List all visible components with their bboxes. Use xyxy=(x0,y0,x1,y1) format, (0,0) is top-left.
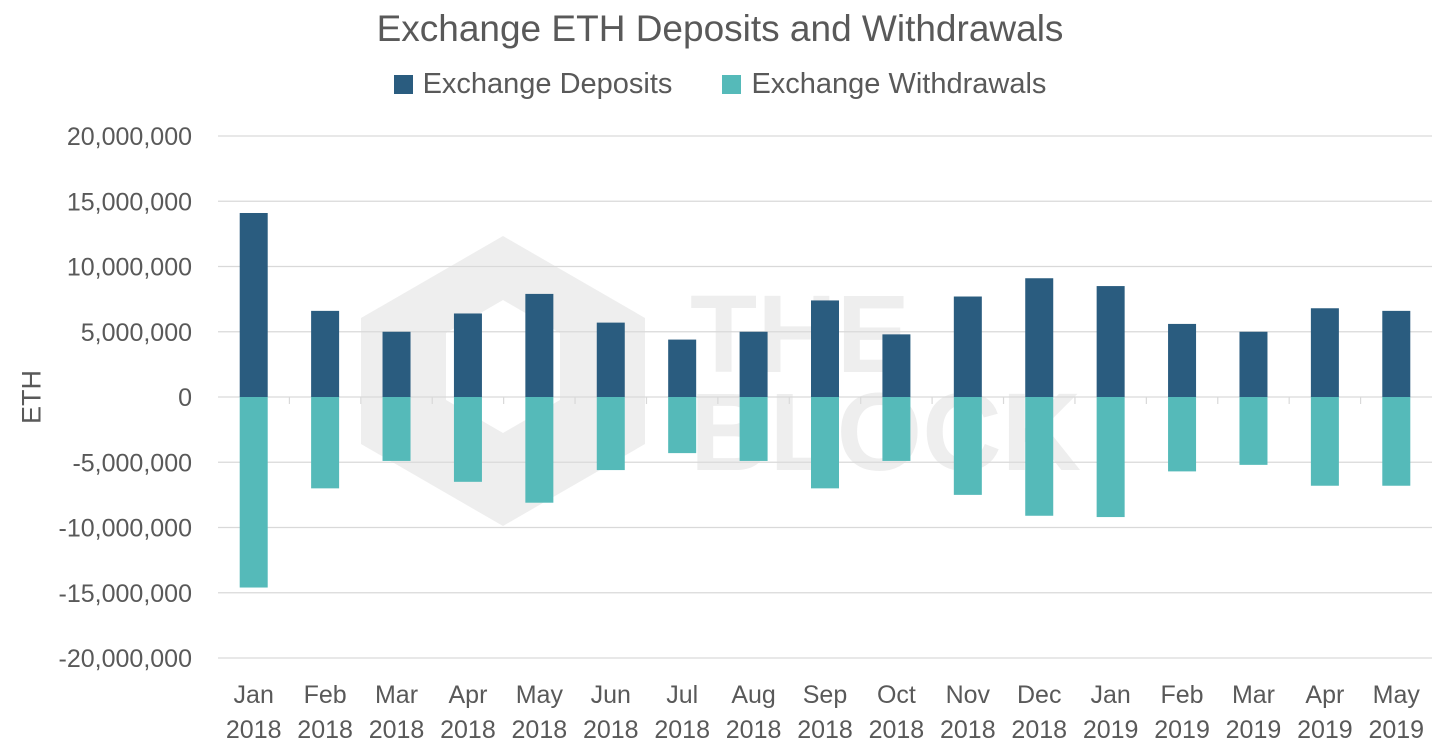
y-tick-label: -15,000,000 xyxy=(59,580,192,608)
bar-withdrawal xyxy=(1168,397,1197,472)
bar-deposit xyxy=(1310,308,1339,397)
legend: Exchange Deposits Exchange Withdrawals xyxy=(0,68,1440,101)
bar-withdrawal xyxy=(1025,397,1054,516)
bar-withdrawal xyxy=(1239,397,1268,465)
bar-withdrawal xyxy=(239,397,268,588)
bar-deposit xyxy=(1025,278,1054,397)
bar-withdrawal xyxy=(811,397,839,489)
bar-deposit xyxy=(811,300,839,397)
y-tick-label: -5,000,000 xyxy=(72,449,192,477)
bar-deposit xyxy=(668,339,697,397)
chart-title: Exchange ETH Deposits and Withdrawals xyxy=(376,8,1064,49)
bar-withdrawal xyxy=(739,397,768,461)
x-tick-label: Mar 2019 xyxy=(1226,681,1282,744)
bar-withdrawal xyxy=(311,397,340,489)
bar-withdrawal xyxy=(953,397,982,495)
y-tick-labels: 20,000,000 15,000,000 10,000,000 5,000,000 0… xyxy=(59,123,192,673)
bar-deposit xyxy=(1239,331,1268,397)
bar-withdrawal xyxy=(525,397,554,503)
y-tick-label: 10,000,000 xyxy=(67,254,192,282)
legend-label-deposits: Exchange Deposits xyxy=(422,68,673,100)
bar-deposit xyxy=(739,331,768,397)
bar-deposit xyxy=(1096,286,1125,397)
bar-deposit xyxy=(382,331,411,397)
x-tick-label: Nov 2018 xyxy=(940,681,996,744)
x-tick-label: Aug 2018 xyxy=(726,681,782,744)
bar-deposit xyxy=(882,334,911,397)
legend-item-deposits: Exchange Deposits xyxy=(393,68,673,101)
y-tick-label: -10,000,000 xyxy=(59,515,192,543)
x-tick-label: Jul 2018 xyxy=(654,681,710,744)
bar-deposit xyxy=(596,322,625,397)
bar-withdrawal xyxy=(668,397,697,454)
bar-deposit xyxy=(239,212,268,397)
x-tick-label: Jan 2018 xyxy=(226,681,282,744)
bar-deposit xyxy=(953,296,982,397)
x-tick-label: Mar 2018 xyxy=(369,681,425,744)
y-tick-label: 0 xyxy=(178,384,192,412)
y-tick-label: 20,000,000 xyxy=(67,123,192,151)
x-tick-label: Oct 2018 xyxy=(869,681,925,744)
svg-text:THE: THE xyxy=(690,273,910,396)
bar-withdrawal xyxy=(382,397,411,461)
x-tick-labels: Jan 2018 Feb 2018 Mar 2018 Apr 2018 May 2018 Jun 20… xyxy=(226,681,1424,744)
legend-item-withdrawals: Exchange Withdrawals xyxy=(722,68,1046,101)
x-tick-label: Jun 2018 xyxy=(583,681,639,744)
x-tick-label: Feb 2019 xyxy=(1154,681,1210,744)
legend-label-withdrawals: Exchange Withdrawals xyxy=(751,68,1047,100)
bar-withdrawal xyxy=(1382,397,1411,486)
x-tick-label: Dec 2018 xyxy=(1011,681,1067,744)
bar-deposit xyxy=(453,313,482,397)
x-tick-label: Apr 2018 xyxy=(440,681,496,744)
bar-withdrawal xyxy=(1310,397,1339,486)
bar-withdrawal xyxy=(1096,397,1125,518)
bar-deposit xyxy=(1382,310,1411,397)
x-tick-label: Apr 2019 xyxy=(1297,681,1353,744)
bar-deposit xyxy=(525,293,554,397)
legend-swatch-withdrawals xyxy=(722,75,742,94)
bar-withdrawal xyxy=(453,397,482,482)
x-tick-label: May 2018 xyxy=(512,681,568,744)
x-tick-label: Jan 2019 xyxy=(1083,681,1139,744)
x-tick-label: Feb 2018 xyxy=(297,681,353,744)
y-tick-label: 15,000,000 xyxy=(67,188,192,216)
legend-swatch-deposits xyxy=(393,75,413,94)
bar-withdrawal xyxy=(596,397,625,471)
bar-deposit xyxy=(1168,323,1197,397)
x-tick-label: Sep 2018 xyxy=(797,681,853,744)
x-tick-label: May 2019 xyxy=(1368,681,1424,744)
bar-withdrawal xyxy=(882,397,911,461)
bars xyxy=(239,212,1411,588)
y-tick-label: -20,000,000 xyxy=(59,645,192,673)
bar-deposit xyxy=(311,310,340,397)
y-tick-label: 5,000,000 xyxy=(81,319,192,347)
